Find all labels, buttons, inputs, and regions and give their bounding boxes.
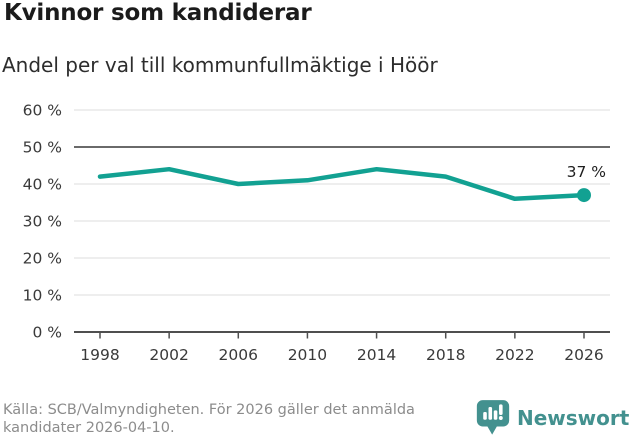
source-note: Källa: SCB/Valmyndigheten. För 2026 gäll… — [3, 401, 415, 437]
line-chart-svg: 0 % 10 % 20 % 30 % 40 % 50 % 60 % 1998 2002 2006 2… — [23, 102, 610, 364]
series-line — [97, 166, 587, 202]
x-axis-tick-label: 2010 — [288, 346, 327, 364]
y-axis-tick-label: 20 % — [23, 250, 62, 268]
x-axis-tick-label: 2006 — [219, 346, 258, 364]
x-axis-tick-label: 2002 — [149, 346, 188, 364]
exclamation-dot — [498, 416, 503, 420]
newsworthy-icon — [476, 400, 510, 435]
end-point-value-label: 37 % — [567, 163, 606, 181]
x-axis-tick-label: 1998 — [80, 346, 119, 364]
source-note-line2: kandidater 2026-04-10. — [3, 420, 175, 436]
end-point-marker — [577, 188, 591, 203]
exclamation-bar — [499, 404, 503, 416]
newsworthy-logo: Newsworthy — [476, 399, 631, 437]
line-chart: 0 % 10 % 20 % 30 % 40 % 50 % 60 % 1998 2002 2006 2… — [0, 95, 631, 375]
x-axis-tick-label: 2014 — [357, 346, 396, 364]
bar-tall — [488, 406, 493, 420]
speech-bubble-shape — [476, 400, 510, 435]
x-axis-tick-label: 2018 — [426, 346, 465, 364]
chart-title: Kvinnor som kandiderar — [4, 0, 312, 26]
y-axis-tick-label: 60 % — [23, 102, 62, 120]
y-axis-tick-label: 40 % — [23, 176, 62, 194]
x-axis-tick-label: 2022 — [495, 346, 534, 364]
chart-subtitle: Andel per val till kommunfullmäktige i H… — [2, 53, 438, 77]
y-axis-tick-label: 30 % — [23, 213, 62, 231]
x-axis-tick-label: 2026 — [564, 346, 603, 364]
y-axis-tick-label: 50 % — [23, 139, 62, 157]
bar-medium — [493, 410, 498, 420]
y-axis-tick-label: 0 % — [32, 324, 62, 342]
y-axis-tick-label: 10 % — [23, 287, 62, 305]
bar-short — [483, 412, 487, 420]
source-note-line1: Källa: SCB/Valmyndigheten. För 2026 gäll… — [3, 402, 415, 418]
newsworthy-wordmark: Newsworthy — [517, 406, 631, 430]
